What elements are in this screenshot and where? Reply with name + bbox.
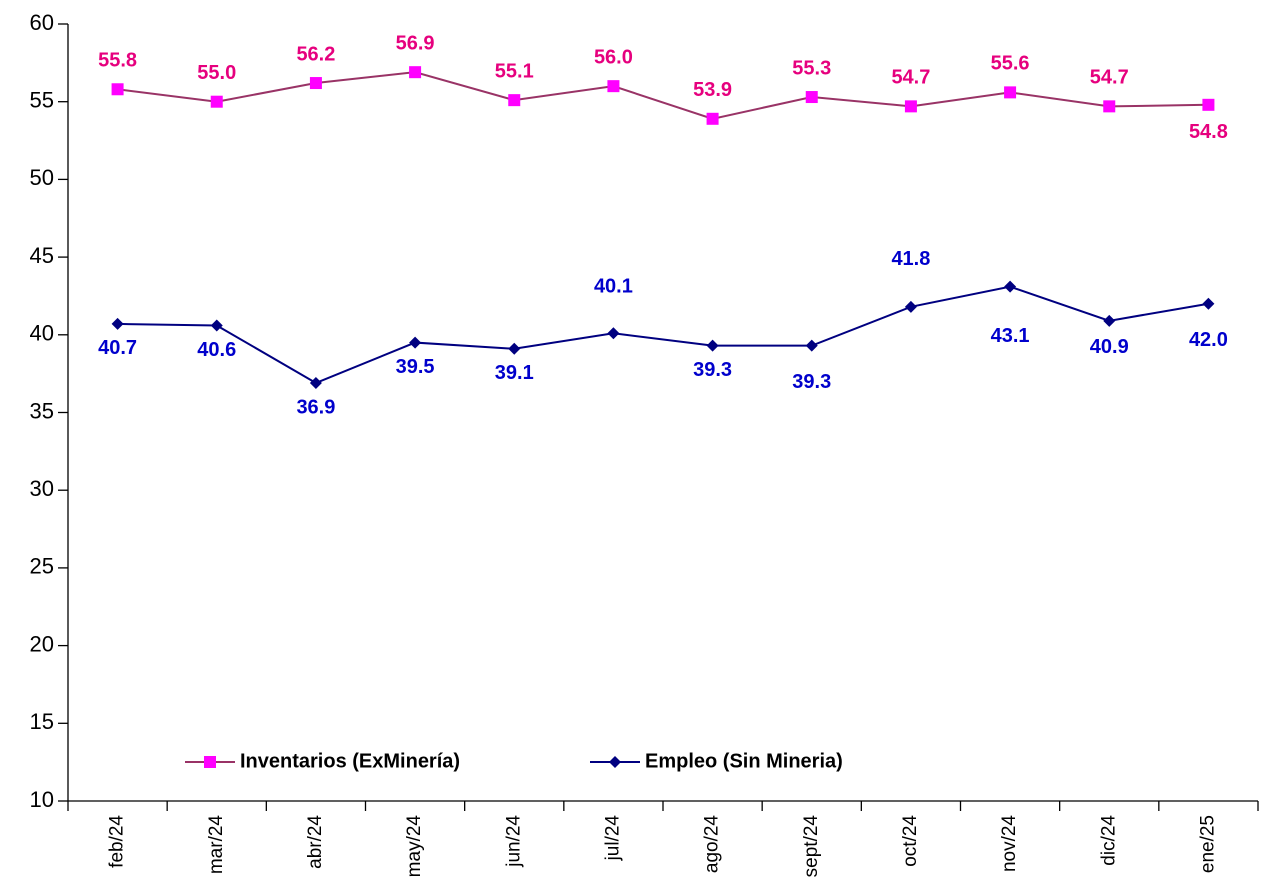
x-tick-label: jun/24: [503, 815, 524, 868]
y-tick-label: 25: [30, 554, 54, 579]
value-label: 43.1: [991, 325, 1030, 347]
value-label: 39.5: [396, 356, 435, 378]
point: [1202, 297, 1215, 310]
value-label: 54.7: [891, 67, 930, 89]
y-tick-label: 55: [30, 88, 54, 113]
y-tick-label: 20: [30, 631, 54, 656]
value-label: 54.7: [1090, 67, 1129, 89]
x-tick-label: feb/24: [107, 815, 128, 868]
value-label: 42.0: [1189, 329, 1228, 351]
legend-marker: [204, 756, 216, 768]
y-tick-label: 35: [30, 398, 54, 423]
value-label: 40.7: [98, 337, 137, 359]
value-label: 40.9: [1090, 336, 1129, 358]
point: [607, 327, 620, 340]
value-label: 40.1: [594, 276, 633, 298]
series-line: [117, 285, 1209, 385]
point: [904, 100, 917, 113]
point: [1004, 86, 1017, 99]
series-line: [117, 71, 1209, 120]
value-label: 55.1: [495, 60, 534, 82]
point: [111, 317, 124, 330]
value-label: 56.2: [296, 43, 335, 65]
point: [210, 95, 223, 108]
value-label: 56.0: [594, 46, 633, 68]
x-tick-label: may/24: [404, 815, 425, 878]
value-label: 41.8: [891, 248, 930, 270]
point: [1103, 314, 1116, 327]
point: [111, 83, 124, 96]
y-tick-label: 50: [30, 165, 54, 190]
y-tick-label: 60: [30, 10, 54, 35]
value-label: 40.6: [197, 339, 236, 361]
point: [805, 339, 818, 352]
value-label: 36.9: [296, 396, 335, 418]
point: [409, 66, 422, 79]
point: [309, 376, 322, 389]
point: [1004, 280, 1017, 293]
x-tick-label: oct/24: [900, 815, 921, 867]
value-label: 39.3: [792, 371, 831, 393]
point: [508, 94, 521, 107]
legend-label: Inventarios (ExMinería): [240, 750, 460, 772]
value-label: 55.0: [197, 62, 236, 84]
value-label: 56.9: [396, 32, 435, 54]
value-label: 55.8: [98, 50, 137, 72]
point: [309, 77, 322, 90]
x-tick-label: abr/24: [305, 815, 326, 869]
value-label: 39.1: [495, 362, 534, 384]
y-tick-label: 40: [30, 321, 54, 346]
value-label: 53.9: [693, 79, 732, 101]
point: [706, 112, 719, 125]
y-tick-label: 15: [30, 709, 54, 734]
legend-marker: [609, 756, 621, 768]
point: [805, 91, 818, 104]
y-tick-label: 45: [30, 243, 54, 268]
value-label: 55.3: [792, 57, 831, 79]
point: [706, 339, 719, 352]
x-tick-label: jul/24: [602, 815, 623, 862]
x-tick-label: ene/25: [1197, 815, 1218, 873]
y-tick-label: 30: [30, 476, 54, 501]
point: [607, 80, 620, 93]
x-tick-label: nov/24: [999, 815, 1020, 872]
point: [1103, 100, 1116, 113]
x-tick-label: mar/24: [206, 815, 227, 875]
legend-label: Empleo (Sin Mineria): [645, 750, 843, 772]
point: [508, 342, 521, 355]
point: [1202, 98, 1215, 111]
value-label: 54.8: [1189, 121, 1228, 143]
x-tick-label: dic/24: [1098, 815, 1119, 866]
point: [904, 300, 917, 313]
point: [409, 336, 422, 349]
value-label: 39.3: [693, 359, 732, 381]
x-tick-label: sept/24: [801, 815, 822, 878]
value-label: 55.6: [991, 53, 1030, 75]
x-tick-label: ago/24: [702, 815, 723, 874]
y-tick-label: 10: [30, 787, 54, 812]
point: [210, 319, 223, 332]
